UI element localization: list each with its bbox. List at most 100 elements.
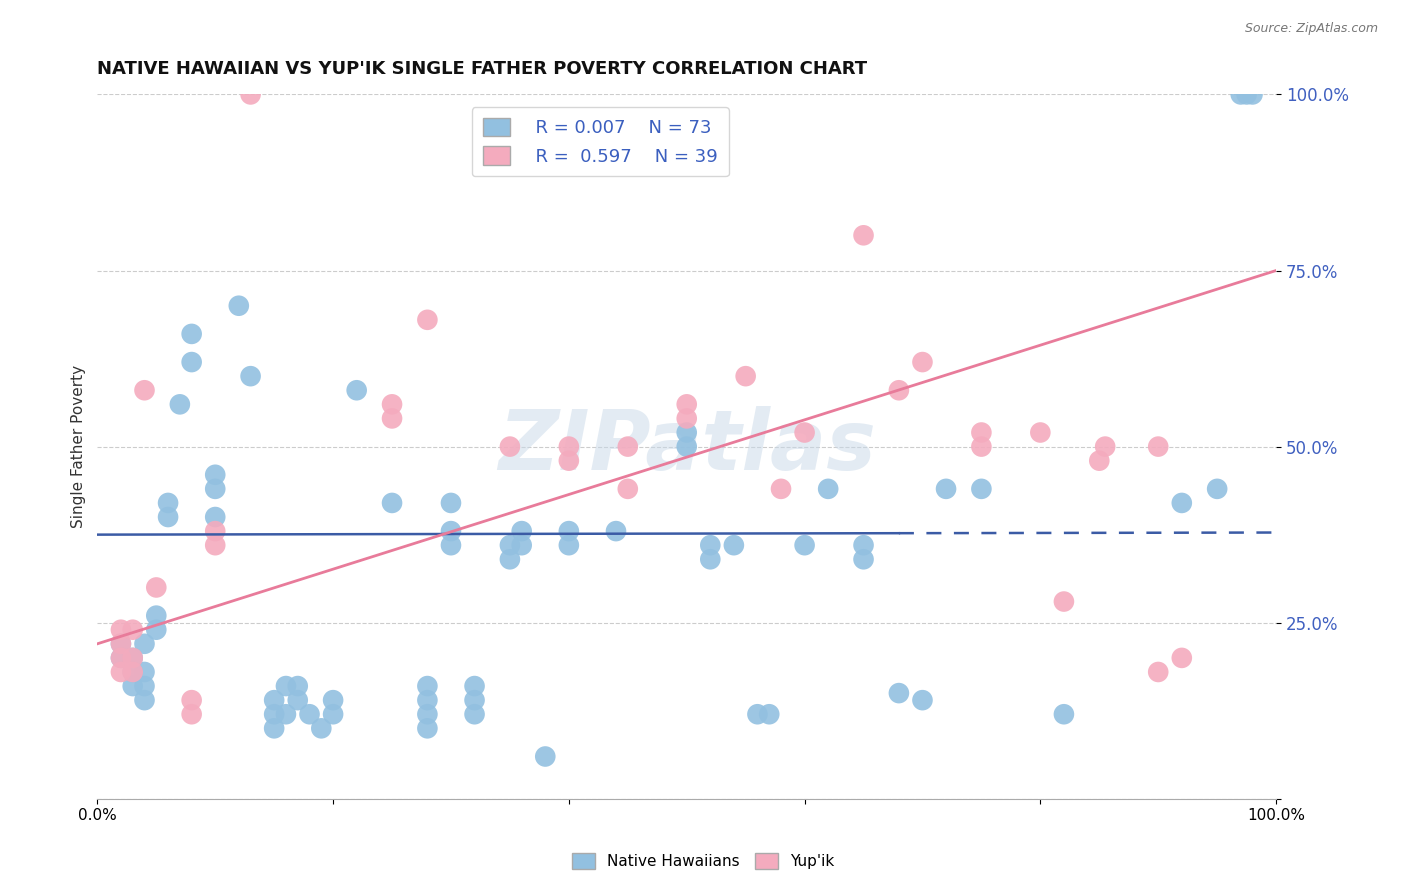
Y-axis label: Single Father Poverty: Single Father Poverty xyxy=(72,365,86,528)
Point xyxy=(169,397,191,411)
Point xyxy=(204,467,226,482)
Point xyxy=(887,686,910,700)
Point xyxy=(110,665,132,679)
Text: Source: ZipAtlas.com: Source: ZipAtlas.com xyxy=(1244,22,1378,36)
Point xyxy=(287,679,309,693)
Point xyxy=(204,510,226,524)
Point xyxy=(263,693,285,707)
Point xyxy=(274,707,297,722)
Point xyxy=(699,538,721,552)
Point xyxy=(510,524,533,538)
Point xyxy=(758,707,780,722)
Point xyxy=(605,524,627,538)
Point xyxy=(287,693,309,707)
Point xyxy=(675,397,697,411)
Point xyxy=(121,665,143,679)
Point xyxy=(464,707,486,722)
Point xyxy=(769,482,792,496)
Point xyxy=(558,453,581,467)
Point xyxy=(121,651,143,665)
Point xyxy=(970,440,993,454)
Point xyxy=(887,383,910,397)
Point xyxy=(558,538,581,552)
Point xyxy=(416,313,439,327)
Point xyxy=(239,369,262,384)
Point xyxy=(970,425,993,440)
Point xyxy=(734,369,756,384)
Point xyxy=(499,538,522,552)
Point xyxy=(145,581,167,595)
Point xyxy=(381,496,404,510)
Point xyxy=(911,355,934,369)
Point xyxy=(1029,425,1052,440)
Point xyxy=(121,665,143,679)
Point xyxy=(499,440,522,454)
Point xyxy=(228,299,250,313)
Point xyxy=(464,693,486,707)
Point xyxy=(134,679,156,693)
Point xyxy=(416,679,439,693)
Point xyxy=(699,552,721,566)
Point xyxy=(204,524,226,538)
Point xyxy=(134,693,156,707)
Point xyxy=(263,722,285,736)
Point xyxy=(180,693,202,707)
Point xyxy=(1236,87,1258,102)
Point xyxy=(311,722,333,736)
Text: NATIVE HAWAIIAN VS YUP'IK SINGLE FATHER POVERTY CORRELATION CHART: NATIVE HAWAIIAN VS YUP'IK SINGLE FATHER … xyxy=(97,60,868,78)
Point xyxy=(852,228,875,243)
Point xyxy=(110,651,132,665)
Point xyxy=(1094,440,1116,454)
Point xyxy=(558,440,581,454)
Point xyxy=(1229,87,1251,102)
Point xyxy=(322,693,344,707)
Point xyxy=(1171,496,1194,510)
Point xyxy=(464,679,486,693)
Point xyxy=(723,538,745,552)
Point xyxy=(110,637,132,651)
Point xyxy=(110,637,132,651)
Point xyxy=(134,383,156,397)
Point xyxy=(1241,87,1264,102)
Point xyxy=(617,440,640,454)
Point xyxy=(274,679,297,693)
Point xyxy=(1053,707,1076,722)
Point xyxy=(852,538,875,552)
Point xyxy=(322,707,344,722)
Point xyxy=(145,608,167,623)
Point xyxy=(157,510,180,524)
Point xyxy=(381,411,404,425)
Point xyxy=(180,326,202,341)
Point xyxy=(1147,665,1170,679)
Point xyxy=(110,651,132,665)
Point xyxy=(675,411,697,425)
Point xyxy=(499,552,522,566)
Point xyxy=(157,496,180,510)
Point xyxy=(204,538,226,552)
Point xyxy=(793,425,815,440)
Point xyxy=(510,538,533,552)
Point xyxy=(416,707,439,722)
Point xyxy=(440,496,463,510)
Point xyxy=(440,538,463,552)
Text: ZIPatlas: ZIPatlas xyxy=(498,406,876,487)
Point xyxy=(110,623,132,637)
Point xyxy=(416,722,439,736)
Point xyxy=(416,693,439,707)
Point xyxy=(204,482,226,496)
Point xyxy=(558,524,581,538)
Point xyxy=(534,749,557,764)
Point xyxy=(121,679,143,693)
Point xyxy=(440,524,463,538)
Point xyxy=(675,425,697,440)
Point xyxy=(1053,594,1076,608)
Point xyxy=(1171,651,1194,665)
Legend: Native Hawaiians, Yup'ik: Native Hawaiians, Yup'ik xyxy=(565,847,841,875)
Point xyxy=(134,665,156,679)
Point xyxy=(145,623,167,637)
Point xyxy=(935,482,957,496)
Point xyxy=(134,637,156,651)
Point xyxy=(852,552,875,566)
Point xyxy=(346,383,368,397)
Point xyxy=(381,397,404,411)
